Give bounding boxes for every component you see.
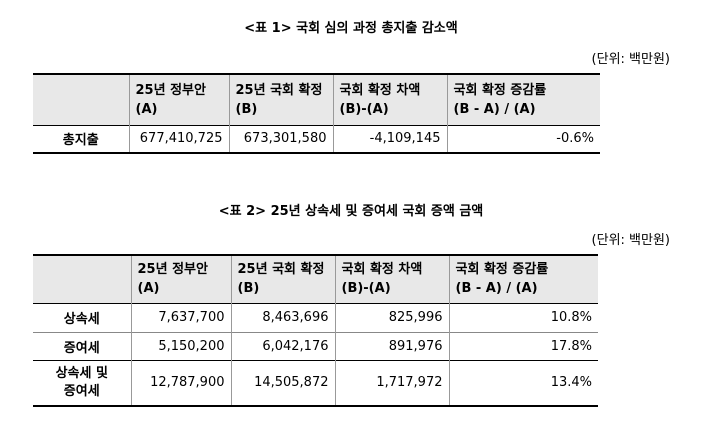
table1-header-cell: 25년 정부안 (A) <box>128 74 229 125</box>
table2-header-cell: 국회 확정 차액 (B)-(A) <box>334 255 449 303</box>
header-line2: (A) <box>135 101 158 117</box>
row-label: 증여세 <box>33 331 131 360</box>
table2: 25년 정부안 (A) 25년 국회 확정 (B) 국회 확정 차액 (B)-(… <box>33 254 598 407</box>
table2-header-row: 25년 정부안 (A) 25년 국회 확정 (B) 국회 확정 차액 (B)-(… <box>33 255 598 303</box>
table-cell: 825,996 <box>334 302 449 332</box>
table1-header-cell: 25년 국회 확정 (B) <box>228 74 333 125</box>
row-label: 총지출 <box>33 124 129 153</box>
table-cell: 891,976 <box>334 331 449 360</box>
header-line2: (B - A) / (A) <box>453 101 536 117</box>
table1-header-cell: 국회 확정 차액 (B)-(A) <box>332 74 447 125</box>
table1-header-row: 25년 정부안 (A) 25년 국회 확정 (B) 국회 확정 차액 (B)-(… <box>33 74 600 125</box>
table-row: 증여세 5,150,200 6,042,176 891,976 17.8% <box>33 331 598 360</box>
table-cell: 14,505,872 <box>230 359 335 406</box>
table-cell: 12,787,900 <box>130 359 231 406</box>
table-cell: 8,463,696 <box>230 302 335 332</box>
table2-corner-cell <box>33 255 131 303</box>
header-line2: (B) <box>237 281 260 297</box>
table-row: 상속세 및 증여세 12,787,900 14,505,872 1,717,97… <box>33 359 598 406</box>
row-label: 상속세 및 증여세 <box>33 359 131 406</box>
header-line2: (B)-(A) <box>341 281 391 297</box>
table2-header-cell: 25년 정부안 (A) <box>130 255 231 303</box>
header-line2: (B - A) / (A) <box>455 281 538 297</box>
table-cell: 17.8% <box>448 331 598 360</box>
table2-unit: (단위: 백만원) <box>591 233 670 248</box>
header-line1: 국회 확정 차액 <box>339 82 421 98</box>
table1-corner-cell <box>33 74 129 125</box>
table-cell: 5,150,200 <box>130 331 231 360</box>
table1-unit: (단위: 백만원) <box>591 52 670 67</box>
table-row: 상속세 7,637,700 8,463,696 825,996 10.8% <box>33 302 598 332</box>
header-line1: 25년 정부안 <box>135 82 206 98</box>
table2-header-cell: 25년 국회 확정 (B) <box>230 255 335 303</box>
table1: 25년 정부안 (A) 25년 국회 확정 (B) 국회 확정 차액 (B)-(… <box>33 73 600 154</box>
table-cell: 677,410,725 <box>128 124 229 153</box>
header-line1: 25년 정부안 <box>137 262 208 278</box>
table-cell: -4,109,145 <box>332 124 447 153</box>
table1-title: <표 1> 국회 심의 과정 총지출 감소액 <box>244 21 458 36</box>
table-row: 총지출 677,410,725 673,301,580 -4,109,145 -… <box>33 124 600 153</box>
header-line2: (A) <box>137 281 160 297</box>
header-line2: (B) <box>235 101 258 117</box>
table-cell: 1,717,972 <box>334 359 449 406</box>
table2-header-cell: 국회 확정 증감률 (B - A) / (A) <box>448 255 598 303</box>
table2-title: <표 2> 25년 상속세 및 증여세 국회 증액 금액 <box>218 204 484 219</box>
table-cell: 7,637,700 <box>130 302 231 332</box>
header-line1: 국회 확정 증감률 <box>453 82 547 98</box>
table-cell: -0.6% <box>446 124 600 153</box>
header-line1: 국회 확정 증감률 <box>455 262 549 278</box>
header-line1: 국회 확정 차액 <box>341 262 423 278</box>
row-label-line1: 상속세 및 <box>55 365 108 381</box>
table1-header-cell: 국회 확정 증감률 (B - A) / (A) <box>446 74 600 125</box>
table-cell: 673,301,580 <box>228 124 333 153</box>
table-cell: 6,042,176 <box>230 331 335 360</box>
header-line1: 25년 국회 확정 <box>237 262 325 278</box>
table-cell: 13.4% <box>448 359 598 406</box>
row-label: 상속세 <box>33 302 131 332</box>
table-cell: 10.8% <box>448 302 598 332</box>
header-line1: 25년 국회 확정 <box>235 82 323 98</box>
header-line2: (B)-(A) <box>339 101 389 117</box>
row-label-line2: 증여세 <box>63 383 100 399</box>
